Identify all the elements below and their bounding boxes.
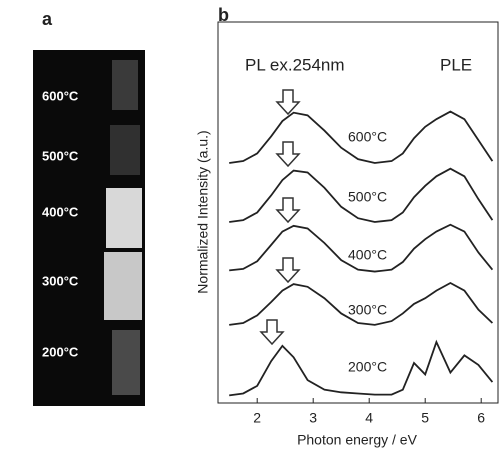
series-label: 200°C <box>348 359 387 375</box>
x-tick-label: 2 <box>253 410 261 426</box>
annotation: PL ex.254nm <box>245 55 345 74</box>
series-label: 600°C <box>348 129 387 145</box>
arrow <box>275 89 301 116</box>
arrow <box>275 257 301 284</box>
arrow <box>275 197 301 224</box>
sample-block <box>110 125 140 175</box>
x-tick-label: 3 <box>309 410 317 426</box>
photo-label: 600°C <box>42 88 79 103</box>
sample-block <box>106 188 142 248</box>
sample-block <box>112 330 140 395</box>
line-series <box>229 281 494 326</box>
photo-label: 400°C <box>42 204 79 219</box>
photo-label: 300°C <box>42 273 79 288</box>
x-tick-label: 5 <box>421 410 429 426</box>
line-series <box>229 339 494 397</box>
x-tick-label: 6 <box>477 410 485 426</box>
line-series <box>229 110 494 164</box>
x-tick-label: 4 <box>365 410 373 426</box>
series-label: 500°C <box>348 189 387 205</box>
line-series <box>229 167 494 223</box>
sample-block <box>104 252 142 320</box>
panel-label: b <box>218 5 229 25</box>
y-axis-label: Normalized Intensity (a.u.) <box>195 130 211 293</box>
annotation: PLE <box>440 55 472 74</box>
sample-block <box>112 60 138 110</box>
line-series <box>229 223 494 273</box>
arrow <box>259 319 285 346</box>
plot-frame <box>217 21 499 404</box>
series-label: 300°C <box>348 302 387 318</box>
series-label: 400°C <box>348 247 387 263</box>
photo-label: 200°C <box>42 344 79 359</box>
arrow <box>275 141 301 168</box>
x-axis-label: Photon energy / eV <box>297 432 418 448</box>
photo-label: 500°C <box>42 148 79 163</box>
panel-label: a <box>42 9 53 29</box>
